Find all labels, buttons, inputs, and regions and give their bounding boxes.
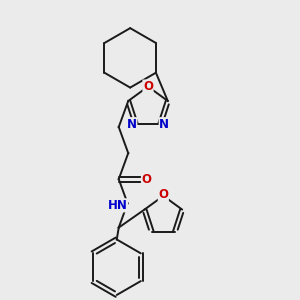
- Text: N: N: [159, 118, 169, 131]
- Text: O: O: [142, 173, 152, 186]
- Text: N: N: [127, 118, 137, 131]
- Text: O: O: [143, 80, 153, 93]
- Text: O: O: [158, 188, 168, 201]
- Text: HN: HN: [108, 199, 127, 212]
